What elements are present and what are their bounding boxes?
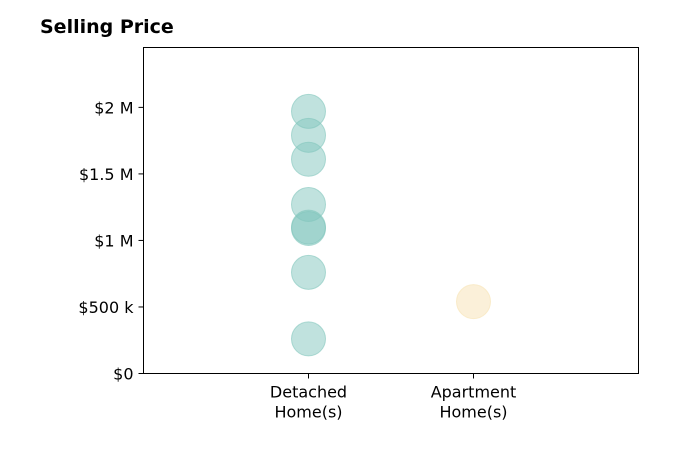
plot-area: [143, 47, 639, 374]
data-point: [291, 141, 326, 177]
chart-title: Selling Price: [40, 16, 174, 38]
data-points: [291, 93, 491, 357]
x-tick-label-line: Home(s): [439, 403, 507, 422]
x-tick-label: Apartment Home(s): [431, 383, 517, 422]
y-tick-label: $1 M: [94, 231, 133, 250]
y-tick-label: $1.5 M: [79, 165, 134, 184]
data-point: [291, 254, 326, 290]
y-axis: $0 $500 k $1 M $1.5 M $2 M: [78, 98, 144, 384]
x-tick-label-line: Apartment: [431, 383, 517, 402]
y-tick-label: $500 k: [78, 298, 134, 317]
data-point: [456, 284, 491, 320]
x-tick-label-line: Home(s): [274, 403, 342, 422]
x-axis: Detached Home(s)Apartment Home(s): [270, 373, 517, 422]
data-point: [291, 210, 326, 246]
y-tick-label: $0: [113, 365, 133, 384]
x-tick-label-line: Detached: [270, 383, 347, 402]
y-tick-label: $2 M: [94, 98, 133, 117]
x-tick-label: Detached Home(s): [270, 383, 347, 422]
data-point: [291, 321, 326, 357]
